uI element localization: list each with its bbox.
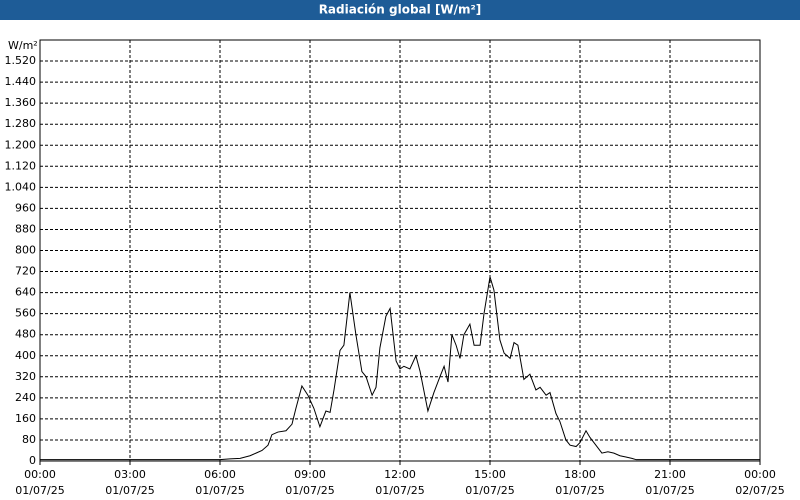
x-tick-label-line: 02/07/25 bbox=[735, 484, 784, 497]
x-tick-label-line: 09:00 bbox=[294, 468, 326, 481]
y-tick-label: 720 bbox=[15, 265, 36, 278]
x-tick-label: 21:00 01/07/25 bbox=[645, 468, 694, 497]
y-tick-label: 560 bbox=[15, 307, 36, 320]
x-tick-label-line: 21:00 bbox=[654, 468, 686, 481]
x-tick-label-line: 06:00 bbox=[204, 468, 236, 481]
y-tick-label: 1.120 bbox=[5, 159, 37, 172]
x-tick-label: 00:00 01/07/25 bbox=[15, 468, 64, 497]
x-tick-label-line: 00:00 bbox=[24, 468, 56, 481]
x-tick-label: 15:00 01/07/25 bbox=[465, 468, 514, 497]
x-tick-label-line: 12:00 bbox=[384, 468, 416, 481]
y-tick-label: 640 bbox=[15, 286, 36, 299]
y-tick-label: 880 bbox=[15, 222, 36, 235]
y-tick-label: 800 bbox=[15, 244, 36, 257]
y-tick-label: 1.520 bbox=[5, 54, 37, 67]
y-tick-label: 240 bbox=[15, 391, 36, 404]
plot-frame bbox=[39, 39, 761, 462]
x-tick-label-line: 01/07/25 bbox=[375, 484, 424, 497]
y-tick-label: 160 bbox=[15, 412, 36, 425]
data-line bbox=[40, 276, 760, 461]
y-tick-label: 320 bbox=[15, 370, 36, 383]
y-tick-label: 1.280 bbox=[5, 117, 37, 130]
y-tick-label: 1.200 bbox=[5, 138, 37, 151]
title-bar bbox=[0, 0, 800, 20]
x-tick-label: 03:00 01/07/25 bbox=[105, 468, 154, 497]
y-tick-label: 1.040 bbox=[5, 180, 37, 193]
y-tick-label: 1.360 bbox=[5, 96, 37, 109]
x-tick-label-line: 01/07/25 bbox=[105, 484, 154, 497]
y-axis-label: W/m² bbox=[8, 39, 38, 52]
x-tick-label: 18:00 01/07/25 bbox=[555, 468, 604, 497]
x-tick-label: 09:00 01/07/25 bbox=[285, 468, 334, 497]
x-tick-label-line: 01/07/25 bbox=[195, 484, 244, 497]
x-tick-label: 12:00 01/07/25 bbox=[375, 468, 424, 497]
x-tick-label-line: 01/07/25 bbox=[15, 484, 64, 497]
x-tick-label: 00:00 02/07/25 bbox=[735, 468, 784, 497]
y-tick-label: 80 bbox=[22, 433, 36, 446]
x-tick-label-line: 01/07/25 bbox=[645, 484, 694, 497]
y-tick-label: 1.440 bbox=[5, 75, 37, 88]
x-tick-label-line: 01/07/25 bbox=[465, 484, 514, 497]
y-tick-label: 0 bbox=[29, 454, 36, 467]
x-tick-label-line: 15:00 bbox=[474, 468, 506, 481]
y-tick-label: 400 bbox=[15, 349, 36, 362]
x-tick-label: 06:00 01/07/25 bbox=[195, 468, 244, 497]
chart-title: Radiación global [W/m²] bbox=[319, 3, 482, 17]
x-tick-label-line: 18:00 bbox=[564, 468, 596, 481]
x-tick-label-line: 01/07/25 bbox=[555, 484, 604, 497]
x-tick-label-line: 00:00 bbox=[744, 468, 776, 481]
x-tick-label-line: 01/07/25 bbox=[285, 484, 334, 497]
y-tick-label: 480 bbox=[15, 328, 36, 341]
x-tick-label-line: 03:00 bbox=[114, 468, 146, 481]
y-tick-label: 960 bbox=[15, 201, 36, 214]
